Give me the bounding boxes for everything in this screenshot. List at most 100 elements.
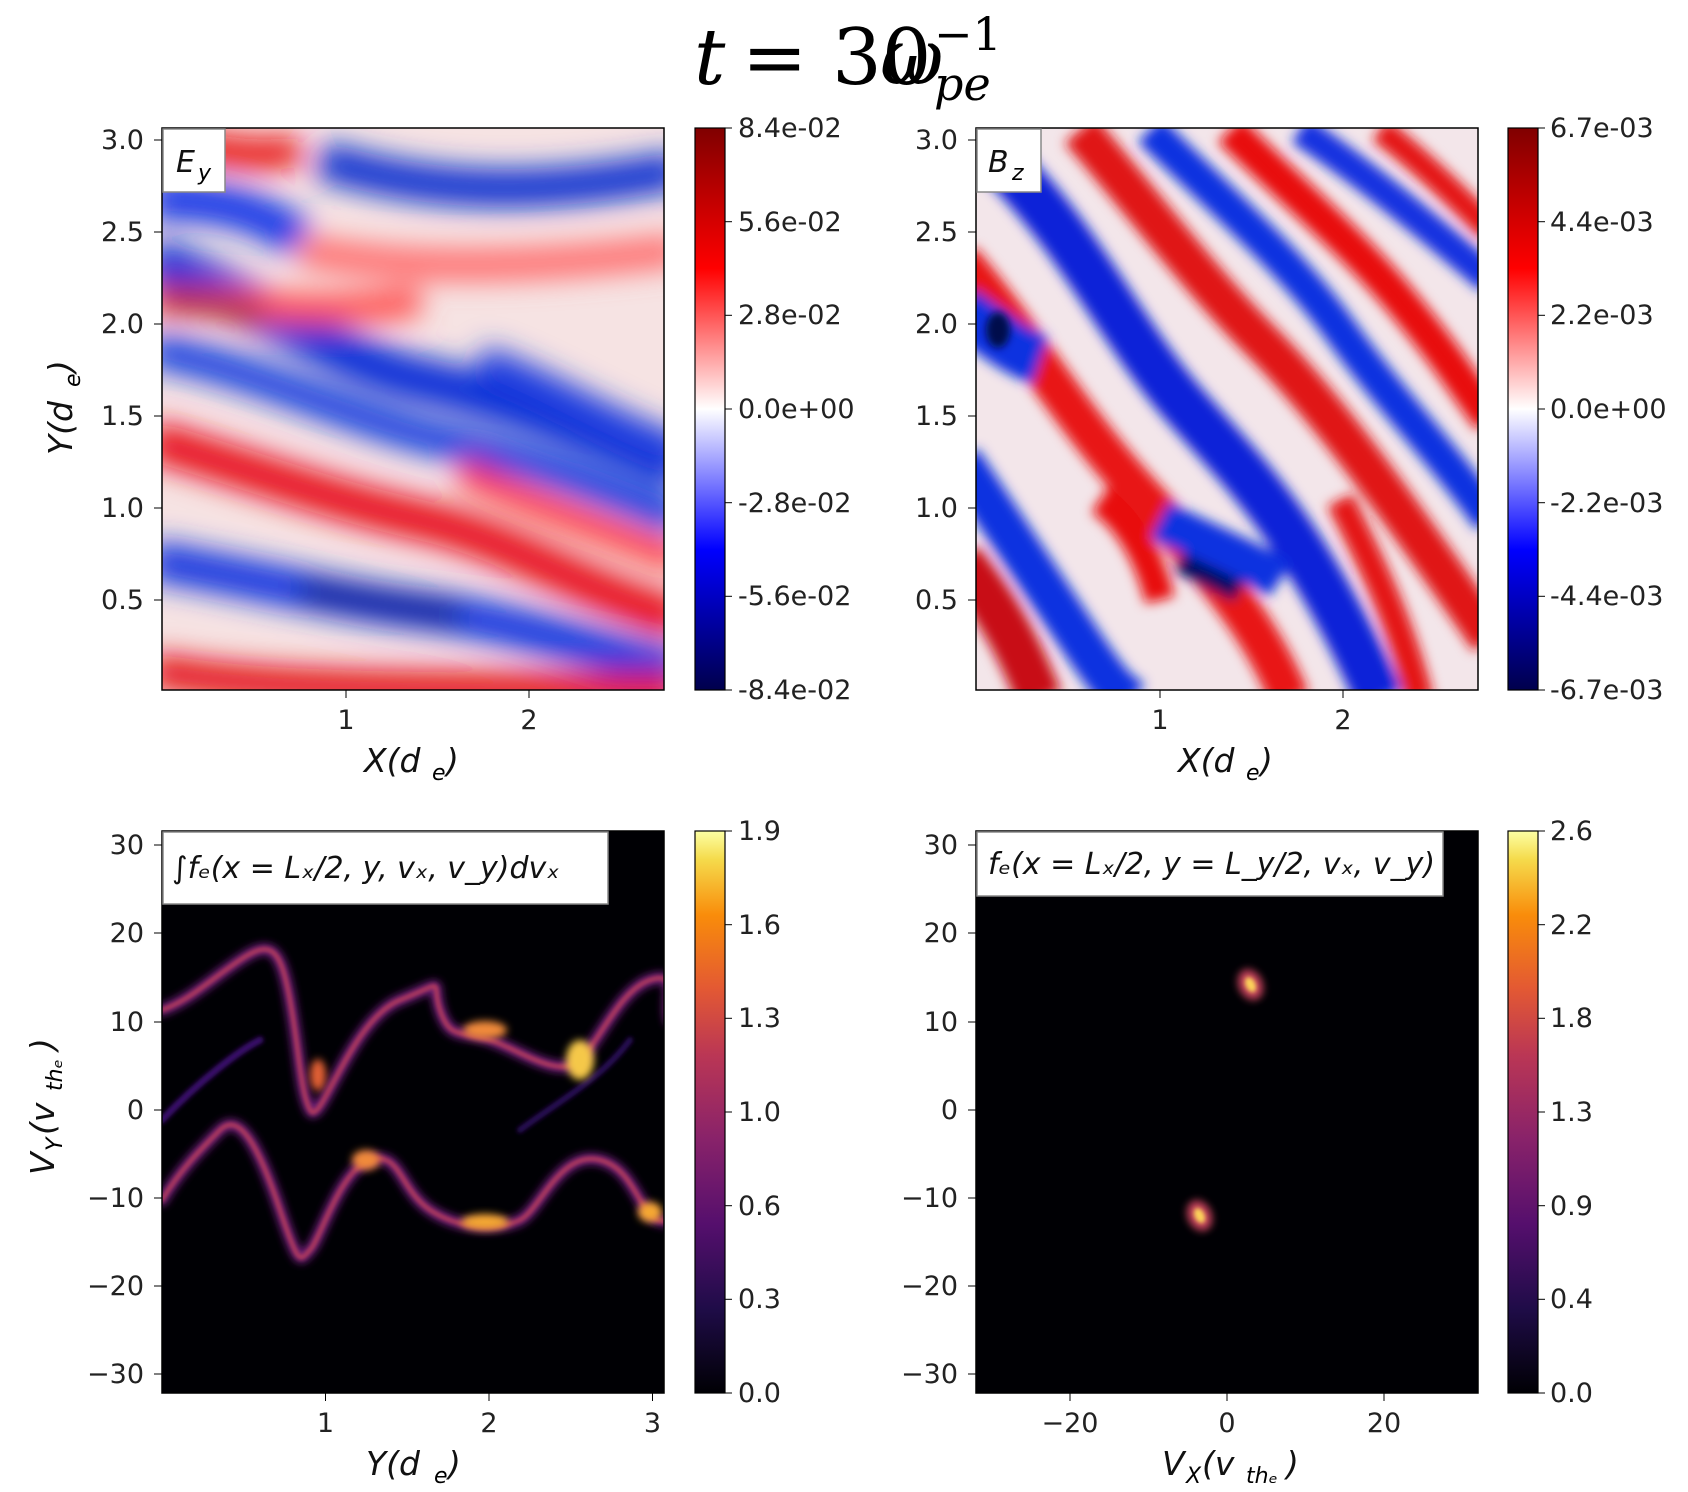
ey-ylabel-sub: e: [61, 373, 86, 387]
ey-ytick-label: 2.0: [101, 309, 144, 340]
fe-local-cbar-label: 2.2: [1550, 910, 1593, 941]
ey-xlabel-sub: e: [432, 761, 446, 786]
ey-ylabel: Y(d e ): [41, 360, 86, 455]
ey-ytick-label: 1.5: [101, 401, 144, 432]
fe-local-ytick-label: 20: [924, 918, 958, 949]
title-sup: −1: [934, 7, 1002, 61]
fe-integrated-yticks: 30 20 10 0 −10 −20 −30: [87, 830, 162, 1390]
bz-ytick-label: 0.5: [915, 585, 958, 616]
title-eq: = 30: [742, 13, 931, 103]
fe-local-cbar-label: 0.4: [1550, 1284, 1593, 1315]
fe-integrated-xlabel-sub: e: [434, 1464, 448, 1489]
fe-local-ytick-label: 0: [941, 1095, 958, 1126]
ey-colorbar: 8.4e-02 5.6e-02 2.8e-02 0.0e+00 -2.8e-02…: [694, 113, 855, 706]
fe-local-ytick-label: 30: [924, 830, 958, 861]
panel-fe-integrated: ∫fₑ(x = Lₓ/2, y, vₓ, v_y)dvₓ 1 2 3 30 20…: [23, 816, 781, 1489]
bz-ytick-label: 2.5: [915, 217, 958, 248]
ey-cbar-label: 0.0e+00: [738, 394, 855, 425]
ey-xlabel: X(d e ): [362, 741, 459, 786]
fe-local-yticks: 30 20 10 0 −10 −20 −30: [901, 830, 976, 1390]
bz-ytick-label: 2.0: [915, 309, 958, 340]
title-omega: ω: [880, 13, 944, 103]
ey-ytick-label: 2.5: [101, 217, 144, 248]
fe-local-ytick-label: 10: [924, 1007, 958, 1038]
ey-cbar-label: 5.6e-02: [738, 207, 842, 238]
bz-cbar-label: 4.4e-03: [1550, 207, 1654, 238]
panel-ey: E y 1 2 0.5 1.0 1.5 2.0 2.5 3.0 X(d e ): [41, 113, 855, 786]
fe-local-xlabel-sub2: thₑ: [1246, 1464, 1278, 1489]
fe-integrated-cbar-label: 0.3: [738, 1284, 781, 1315]
fe-integrated-cbar-label: 0.0: [738, 1378, 781, 1409]
ey-ytick-label: 1.0: [101, 493, 144, 524]
fe-integrated-ylabel-main: V: [23, 1150, 62, 1175]
fe-integrated-ylabel-end: ): [23, 1038, 62, 1054]
fe-local-cbar-label: 0.9: [1550, 1191, 1593, 1222]
fe-integrated-colorbar: 1.9 1.6 1.3 1.0 0.6 0.3 0.0: [694, 816, 781, 1409]
bz-colorbar: 6.7e-03 4.4e-03 2.2e-03 0.0e+00 -2.2e-03…: [1507, 113, 1667, 706]
fe-integrated-cbar-label: 1.3: [738, 1003, 781, 1034]
fe-local-ytick-label: −30: [901, 1359, 958, 1390]
ey-cbar-label: -5.6e-02: [738, 581, 851, 612]
fe-integrated-annotation: ∫fₑ(x = Lₓ/2, y, vₓ, v_y)dvₓ: [162, 831, 609, 905]
fe-integrated-ylabel-sub2: thₑ: [43, 1059, 68, 1091]
fe-integrated-ylabel-sub: Y: [43, 1136, 68, 1151]
title-sub: pe: [934, 57, 991, 111]
bz-xtick-label: 2: [1334, 705, 1351, 736]
bz-cbar-label: 2.2e-03: [1550, 300, 1654, 331]
ey-annotation: E y: [162, 128, 226, 193]
ey-xlabel-end: ): [443, 741, 459, 780]
fe-integrated-ytick-label: 30: [110, 830, 144, 861]
ey-ytick-label: 0.5: [101, 585, 144, 616]
ey-cbar-label: -2.8e-02: [738, 488, 851, 519]
fe-local-xlabel-sub: X: [1185, 1464, 1202, 1489]
fe-integrated-cbar-label: 0.6: [738, 1191, 781, 1222]
fe-local-peak: [1244, 977, 1257, 993]
fe-local-xlabel-end: ): [1283, 1444, 1299, 1483]
fe-local-xticks: −20 0 20: [1042, 1393, 1401, 1439]
fe-local-xtick-label: 0: [1218, 1408, 1235, 1439]
ey-xtick-label: 2: [520, 705, 537, 736]
ey-cbar-label: -8.4e-02: [738, 675, 851, 706]
bz-annotation-sub: z: [1011, 161, 1024, 186]
fe-integrated-xtick-label: 1: [317, 1408, 334, 1439]
ey-yticks: 0.5 1.0 1.5 2.0 2.5 3.0: [101, 125, 162, 616]
ey-annotation-main: E: [176, 145, 195, 180]
fe-local-annotation: fₑ(x = Lₓ/2, y = L_y/2, vₓ, v_y): [976, 831, 1444, 897]
fe-integrated-annotation-text: ∫fₑ(x = Lₓ/2, y, vₓ, v_y)dvₓ: [172, 851, 560, 886]
bz-xlabel-main: X(d: [1176, 741, 1235, 780]
fe-local-cbar-label: 1.8: [1550, 1003, 1593, 1034]
bz-annotation-main: B: [988, 145, 1009, 180]
fe-integrated-xtick-label: 3: [644, 1408, 661, 1439]
bz-cbar-label: -4.4e-03: [1550, 581, 1663, 612]
ey-xtick-label: 1: [337, 705, 354, 736]
fe-integrated-ytick-label: 0: [127, 1095, 144, 1126]
fe-local-xlabel-main: V: [1162, 1444, 1187, 1483]
bz-yticks: 0.5 1.0 1.5 2.0 2.5 3.0: [915, 125, 976, 616]
ey-heatmap: [162, 128, 664, 690]
fe-integrated-heatmap: [162, 831, 664, 1393]
ey-ytick-label: 3.0: [101, 125, 144, 156]
fe-local-xtick-label: 20: [1367, 1408, 1401, 1439]
ey-ylabel-end: ): [41, 360, 80, 376]
bz-cbar-label: 6.7e-03: [1550, 113, 1654, 144]
bz-ytick-label: 1.0: [915, 493, 958, 524]
fe-integrated-xlabel: Y(d e ): [366, 1444, 461, 1489]
bz-xtick-label: 1: [1151, 705, 1168, 736]
fe-local-cbar-label: 1.3: [1550, 1097, 1593, 1128]
panel-fe-local: fₑ(x = Lₓ/2, y = L_y/2, vₓ, v_y) −20 0 2…: [901, 816, 1593, 1489]
fe-integrated-cbar-label: 1.0: [738, 1097, 781, 1128]
fe-local-ytick-label: −20: [901, 1271, 958, 1302]
fe-integrated-ylabel: V Y (v thₑ ): [23, 1038, 68, 1175]
ey-ylabel-main: Y(d: [41, 400, 80, 455]
fe-integrated-xlabel-end: ): [445, 1444, 461, 1483]
bz-ytick-label: 1.5: [915, 401, 958, 432]
bz-xticks: 1 2: [1151, 690, 1352, 736]
ey-xlabel-main: X(d: [362, 741, 421, 780]
fe-local-cbar-label: 2.6: [1550, 816, 1593, 847]
fe-integrated-ytick-label: 20: [110, 918, 144, 949]
fe-local-peak: [1193, 1208, 1206, 1224]
panel-bz: B z 1 2 0.5 1.0 1.5 2.0 2.5 3.0 X(d e ): [915, 113, 1666, 786]
fe-local-xlabel: V X (v thₑ ): [1162, 1444, 1299, 1489]
bz-cbar-label: -2.2e-03: [1550, 488, 1663, 519]
